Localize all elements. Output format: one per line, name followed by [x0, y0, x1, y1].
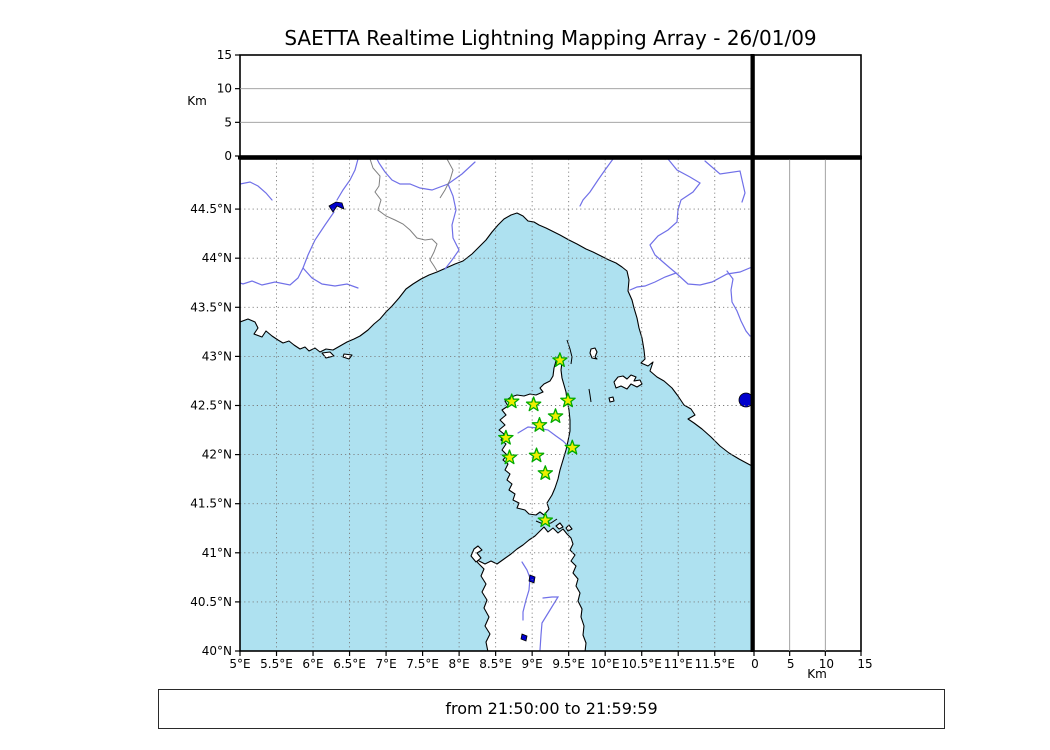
- latitude-tick-label: 41.5°N: [190, 497, 232, 511]
- latitude-tick-label: 44.5°N: [190, 202, 232, 216]
- station-star-marker: [560, 392, 576, 408]
- maddalena-islet: [555, 522, 564, 530]
- altitude-panel-gridlines: [240, 88, 752, 123]
- station-star-marker: [564, 439, 581, 455]
- latitude-tick-label: 41°N: [202, 546, 232, 560]
- time-range-box: from 21:50:00 to 21:59:59: [158, 689, 945, 729]
- altitude-tick-label: 10: [217, 82, 232, 96]
- altitude-tick-label: 10: [819, 657, 834, 671]
- altitude-latitude-panel: [753, 158, 862, 652]
- station-star-marker: [537, 512, 554, 528]
- lake-bolsena-dot: [738, 392, 752, 408]
- altitude-tick-label: 15: [857, 657, 872, 671]
- longitude-tick-label: 10°E: [591, 657, 620, 671]
- country-border: [369, 159, 454, 272]
- longitude-tick-label: 7°E: [375, 657, 396, 671]
- longitude-tick-label: 8.5°E: [479, 657, 512, 671]
- station-star-marker: [552, 352, 568, 368]
- latitude-tick-label: 44°N: [202, 251, 232, 265]
- asinara-island: [470, 545, 483, 563]
- longitude-tick-label: 10.5°E: [622, 657, 662, 671]
- altitude-tick-label: 5: [787, 657, 795, 671]
- lakes: [328, 201, 752, 642]
- station-star-marker: [547, 408, 564, 424]
- latitude-tick-label: 43°N: [202, 349, 232, 363]
- longitude-tick-label: 5°E: [229, 657, 250, 671]
- station-star-marker: [537, 465, 554, 480]
- station-star-marker: [525, 396, 542, 412]
- sardinia-island: [473, 526, 587, 651]
- altitude-tick-label: 15: [217, 48, 232, 62]
- lake-sardinia-south: [520, 633, 528, 642]
- longitude-tick-label: 8°E: [449, 657, 470, 671]
- elba-island: [613, 374, 643, 390]
- longitude-tick-label: 5.5°E: [260, 657, 293, 671]
- altitude-axis-unit-right: Km: [807, 667, 827, 681]
- hyeres-islet-2: [342, 353, 353, 360]
- latitude-tick-label: 42.5°N: [190, 398, 232, 412]
- axis-labels: 0 0 5 5 10 10 15 15 5°E 5.5°E 6°E 6.5°E 7°E 7.5°E 8°E 8…: [190, 48, 872, 671]
- station-star-marker: [498, 429, 514, 445]
- corner-panel: [753, 54, 862, 157]
- latitude-tick-label: 40.5°N: [190, 595, 232, 609]
- altitude-longitude-panel: [239, 54, 753, 157]
- latitude-tick-label: 40°N: [202, 644, 232, 658]
- pianosa-island: [608, 396, 615, 403]
- axis-ticks: [235, 54, 862, 656]
- station-star-marker: [503, 393, 520, 409]
- right-panel-gridlines: [789, 159, 826, 651]
- maddalena-islet-2: [565, 524, 573, 532]
- longitude-tick-label: 9°E: [522, 657, 543, 671]
- rivers: [240, 159, 752, 651]
- corsica-island: [498, 354, 571, 516]
- plot-title: SAETTA Realtime Lightning Mapping Array …: [284, 26, 817, 50]
- altitude-tick-label: 0: [751, 657, 759, 671]
- altitude-tick-label: 0: [224, 149, 232, 163]
- mainland-landmass: [240, 159, 752, 467]
- station-star-marker: [531, 416, 548, 432]
- station-star-marker: [501, 449, 518, 465]
- altitude-axis-unit-left: Km: [187, 94, 207, 108]
- longitude-tick-label: 6.5°E: [333, 657, 366, 671]
- altitude-tick-label: 5: [224, 115, 232, 129]
- longitude-tick-label: 11.5°E: [695, 657, 735, 671]
- longitude-tick-label: 7.5°E: [406, 657, 439, 671]
- time-range-text: from 21:50:00 to 21:59:59: [445, 699, 658, 718]
- map-panel: [240, 159, 752, 651]
- capraia-island: [589, 347, 598, 360]
- longitude-tick-label: 6°E: [302, 657, 323, 671]
- longitude-tick-label: 11°E: [664, 657, 693, 671]
- latitude-tick-label: 42°N: [202, 448, 232, 462]
- latitude-tick-label: 43.5°N: [190, 300, 232, 314]
- station-star-marker: [528, 447, 545, 463]
- lightning-stations: [498, 352, 581, 528]
- longitude-tick-label: 9.5°E: [552, 657, 585, 671]
